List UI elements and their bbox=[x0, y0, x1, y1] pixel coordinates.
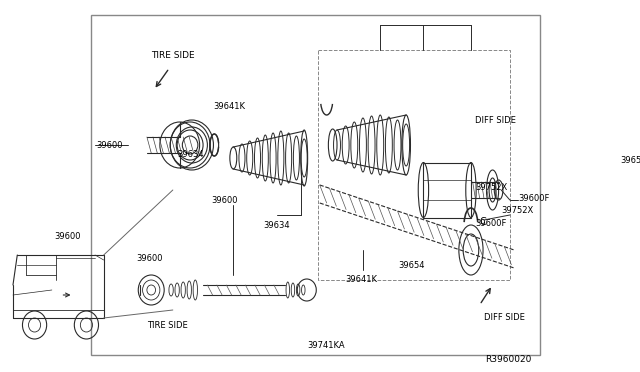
Text: C: C bbox=[479, 217, 486, 227]
Text: 39741KA: 39741KA bbox=[307, 341, 345, 350]
Text: 39641K: 39641K bbox=[214, 102, 246, 110]
Text: 39641K: 39641K bbox=[346, 276, 378, 285]
Text: 39600F: 39600F bbox=[518, 193, 550, 202]
Bar bbox=[318, 50, 510, 280]
Text: 39600: 39600 bbox=[136, 254, 163, 263]
Text: 39654: 39654 bbox=[398, 262, 425, 270]
Text: 39634: 39634 bbox=[263, 221, 290, 230]
Text: 39600F: 39600F bbox=[476, 219, 507, 228]
Text: DIFF SIDE: DIFF SIDE bbox=[474, 116, 515, 125]
Text: TIRE SIDE: TIRE SIDE bbox=[151, 51, 195, 60]
Text: 39654: 39654 bbox=[620, 155, 640, 164]
Text: TIRE SIDE: TIRE SIDE bbox=[147, 321, 188, 330]
Text: DIFF SIDE: DIFF SIDE bbox=[484, 314, 525, 323]
Bar bbox=[91, 15, 540, 355]
Text: 39752X: 39752X bbox=[476, 183, 508, 192]
Text: 39600: 39600 bbox=[97, 141, 124, 150]
Text: R3960020: R3960020 bbox=[485, 356, 531, 365]
Text: 39600: 39600 bbox=[54, 232, 81, 241]
Text: 39752X: 39752X bbox=[501, 205, 534, 215]
Text: 39634: 39634 bbox=[177, 150, 204, 159]
Bar bbox=[424, 163, 471, 218]
Text: 39600: 39600 bbox=[211, 196, 238, 205]
